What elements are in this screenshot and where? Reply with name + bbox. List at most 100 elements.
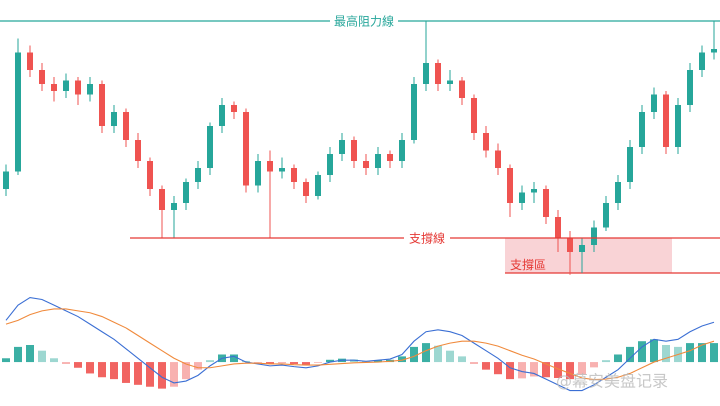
candle-body: [51, 84, 57, 91]
macd-bar: [446, 350, 454, 363]
macd-bar: [302, 362, 310, 365]
candle-body: [207, 126, 213, 168]
macd-bar: [506, 362, 514, 380]
macd-bar: [110, 362, 118, 380]
candle-body: [63, 80, 69, 91]
macd-line: [5, 297, 715, 392]
candle-body: [627, 147, 633, 182]
candle-body: [315, 175, 321, 196]
candle-body: [387, 154, 393, 161]
macd-bar: [494, 362, 502, 375]
candle-body: [375, 154, 381, 168]
macd-bar: [542, 362, 550, 378]
candle-body: [219, 105, 225, 126]
macd-bar: [686, 343, 694, 363]
candle-body: [159, 189, 165, 210]
candle-body: [699, 52, 705, 70]
macd-bar: [398, 356, 406, 363]
macd-bar: [614, 354, 622, 363]
candle-body: [75, 80, 81, 95]
candle-body: [15, 52, 21, 172]
candle-body: [39, 70, 45, 84]
macd-bar: [98, 362, 106, 378]
macd-bar: [482, 362, 490, 370]
macd-bar: [86, 362, 94, 374]
candle-body: [519, 192, 525, 203]
resistance-label: 最高阻力線: [334, 14, 394, 29]
macd-bar: [458, 356, 466, 363]
macd-bar: [662, 345, 670, 363]
candle-body: [99, 84, 105, 126]
macd-bar: [158, 362, 166, 389]
candle-body: [711, 49, 717, 53]
candle-body: [351, 140, 357, 161]
macd-bar: [14, 346, 22, 363]
label-bg: [404, 230, 450, 246]
macd-bar: [122, 362, 130, 383]
macd-bar: [38, 350, 46, 363]
candle-body: [507, 168, 513, 203]
candle-body: [471, 98, 477, 133]
macd-bar: [230, 354, 238, 363]
macd-bar: [290, 362, 298, 364]
support-label: 支撐線: [409, 231, 445, 246]
candle-body: [231, 105, 237, 112]
candle-body: [687, 70, 693, 105]
macd-bar: [26, 345, 34, 363]
candle-body: [255, 161, 261, 186]
macd-bar: [470, 362, 478, 364]
macd-bar: [638, 341, 646, 363]
macd-bar: [374, 360, 382, 363]
candle-body: [27, 52, 33, 70]
candle-body: [459, 80, 465, 98]
candle-body: [399, 140, 405, 161]
candle-body: [615, 182, 621, 203]
macd-bar: [2, 358, 10, 363]
candle-body: [147, 161, 153, 189]
macd-bar: [698, 343, 706, 363]
macd-bar: [422, 343, 430, 363]
candle-body: [411, 84, 417, 140]
candle-body: [111, 112, 117, 126]
candle-body: [195, 168, 201, 182]
candle-body: [3, 171, 9, 189]
candle-body: [363, 161, 369, 168]
macd-bar: [254, 362, 262, 363]
macd-bar: [74, 362, 82, 368]
candle-body: [555, 217, 561, 238]
candle-body: [291, 168, 297, 182]
macd-bar: [626, 346, 634, 363]
candle-body: [663, 94, 669, 147]
candle-body: [651, 94, 657, 112]
macd-bar: [710, 343, 718, 363]
label-bg: [330, 13, 398, 29]
candle-body: [183, 182, 189, 203]
candle-body: [279, 168, 285, 172]
support-zone: [505, 238, 672, 273]
macd-bar: [326, 359, 334, 363]
candle-body: [339, 140, 345, 154]
macd-bar: [410, 346, 418, 363]
candle-body: [639, 112, 645, 147]
candle-body: [435, 63, 441, 84]
candle-body: [423, 63, 429, 84]
candle-body: [243, 112, 249, 186]
candle-body: [483, 133, 489, 151]
candle-body: [579, 245, 585, 252]
macd-line: [5, 308, 715, 381]
macd-bar: [434, 345, 442, 363]
candle-body: [123, 112, 129, 140]
candle-body: [675, 105, 681, 147]
candle-body: [447, 80, 453, 84]
candle-body: [567, 238, 573, 252]
candle-body: [135, 140, 141, 161]
macd-bar: [602, 360, 610, 363]
macd-bar: [62, 362, 70, 364]
macd-bar: [314, 362, 322, 363]
macd-bar: [554, 362, 562, 378]
macd-bar: [182, 362, 190, 380]
macd-bar: [590, 362, 598, 368]
macd-bar: [266, 362, 274, 364]
macd-bar: [170, 362, 178, 387]
